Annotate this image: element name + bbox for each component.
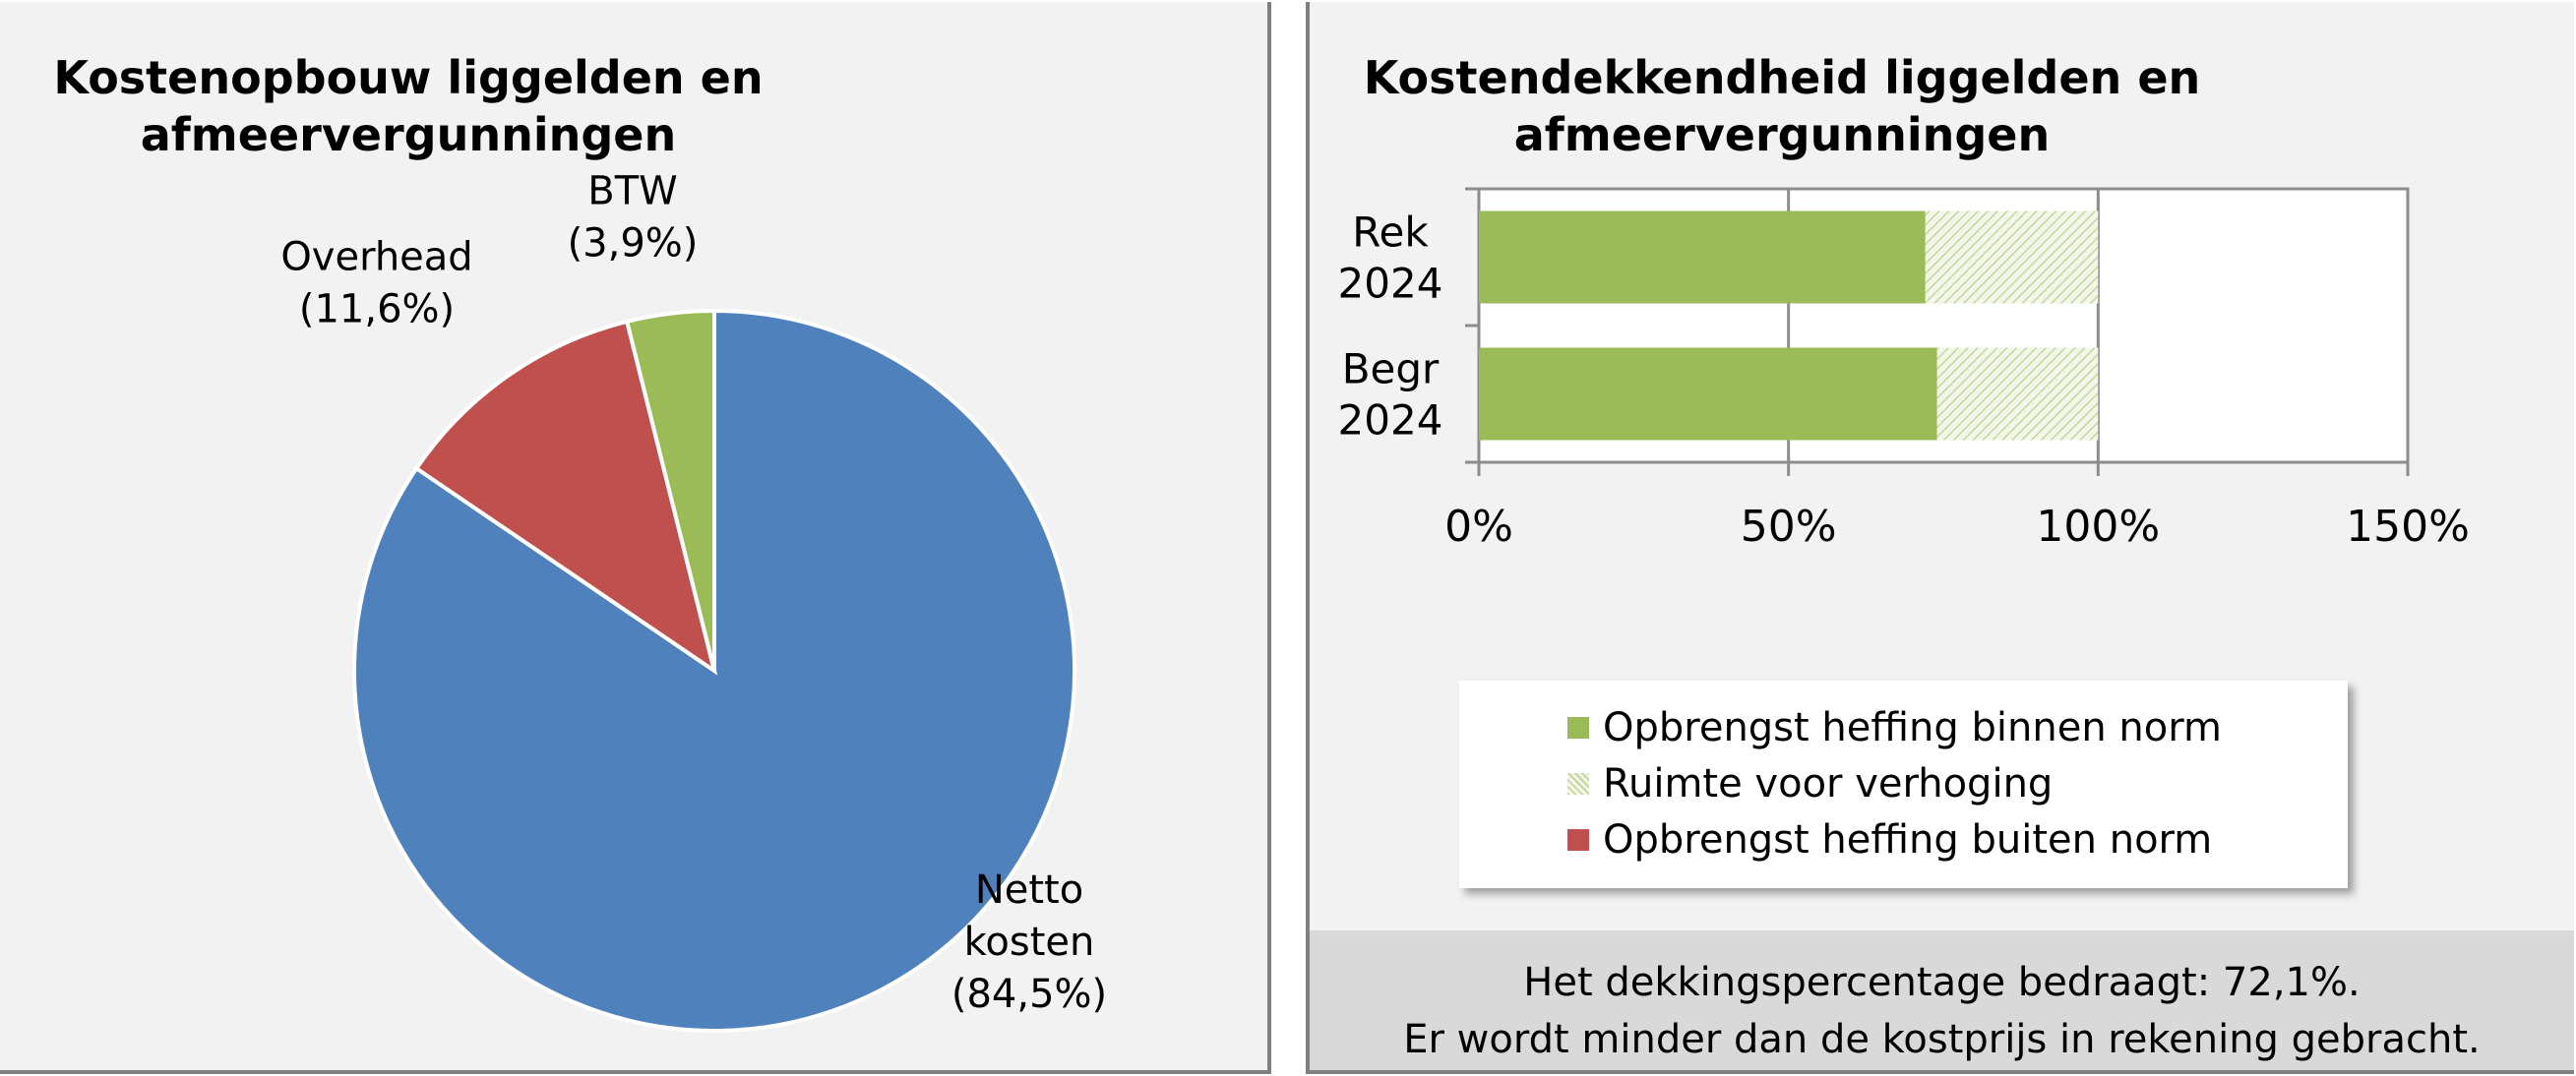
bar-title-line-2: afmeervergunningen bbox=[1513, 108, 2051, 161]
pie-title-line-2: afmeervergunningen bbox=[140, 108, 677, 161]
bar-chart-panel: Kostendekkendheid liggelden en afmeerver… bbox=[1306, 2, 2574, 1074]
bar-rek-ruimte-voor-verhoging bbox=[1925, 210, 2099, 304]
pie-label-line: Overhead bbox=[280, 235, 472, 280]
legend-item-binnen-norm: Opbrengst heffing binnen norm bbox=[1567, 703, 2222, 752]
pie-label-line: (84,5%) bbox=[951, 972, 1107, 1017]
pie-label-btw: BTW (3,9%) bbox=[568, 169, 699, 267]
x-tick-label: 150% bbox=[2346, 502, 2470, 552]
x-tick-label: 100% bbox=[2036, 502, 2160, 552]
bar-title-line-1: Kostendekkendheid liggelden en bbox=[1363, 51, 2201, 104]
bar-begr-ruimte-voor-verhoging bbox=[1936, 347, 2099, 441]
legend-swatch-buiten-norm bbox=[1567, 829, 1589, 851]
legend-swatch-ruimte bbox=[1567, 773, 1589, 795]
chart-legend: Opbrengst heffing binnen norm Ruimte voo… bbox=[1459, 681, 2348, 888]
legend-label-buiten-norm: Opbrengst heffing buiten norm bbox=[1603, 817, 2213, 863]
pie-chart: Netto kosten (84,5%) Overhead (11,6%) BTW (3,9… bbox=[280, 169, 1107, 1033]
legend-label-ruimte: Ruimte voor verhoging bbox=[1603, 761, 2054, 807]
legend-label-binnen-norm: Opbrengst heffing binnen norm bbox=[1603, 705, 2222, 750]
bar-rek-opbrengst-heffing-binnen-norm bbox=[1479, 210, 1926, 304]
y-tick-label: Begr 2024 bbox=[1338, 345, 1443, 445]
legend-item-buiten-norm: Opbrengst heffing buiten norm bbox=[1567, 815, 2212, 865]
y-tick-label-line: Begr bbox=[1342, 345, 1440, 393]
pie-label-line: (11,6%) bbox=[299, 287, 455, 332]
pie-label-netto: Netto kosten (84,5%) bbox=[951, 867, 1107, 1017]
pie-label-line: kosten bbox=[964, 920, 1095, 965]
bar-chart-title: Kostendekkendheid liggelden en afmeerver… bbox=[1349, 49, 2215, 163]
pie-title-line-1: Kostenopbouw liggelden en bbox=[53, 51, 764, 104]
y-tick-label: Rek 2024 bbox=[1338, 209, 1443, 308]
y-tick-label-line: 2024 bbox=[1338, 260, 1443, 308]
x-tick-label: 50% bbox=[1741, 502, 1837, 552]
pie-chart-panel: Kostenopbouw liggelden en afmeervergunni… bbox=[0, 2, 1271, 1074]
legend-item-ruimte: Ruimte voor verhoging bbox=[1567, 759, 2053, 808]
conclusion-box: Het dekkingspercentage bedraagt: 72,1%. … bbox=[1310, 930, 2574, 1070]
pie-slice-btw bbox=[624, 308, 716, 672]
legend-swatch-binnen-norm bbox=[1567, 717, 1589, 739]
y-tick-label-line: Rek bbox=[1352, 209, 1429, 257]
pie-label-line: (3,9%) bbox=[568, 221, 699, 267]
bar-begr-opbrengst-heffing-binnen-norm bbox=[1479, 347, 1937, 441]
pie-slice-overhead bbox=[413, 319, 718, 676]
x-tick-label: 0% bbox=[1444, 502, 1513, 552]
pie-chart-title: Kostenopbouw liggelden en afmeervergunni… bbox=[30, 49, 787, 163]
pie-label-line: BTW bbox=[587, 169, 677, 214]
pie-label-line: Netto bbox=[975, 867, 1083, 913]
conclusion-line-1: Het dekkingspercentage bedraagt: 72,1%. bbox=[1523, 960, 2361, 1005]
pie-label-overhead: Overhead (11,6%) bbox=[280, 235, 472, 332]
y-tick-label-line: 2024 bbox=[1338, 396, 1443, 445]
conclusion-line-2: Er wordt minder dan de kostprijs in reke… bbox=[1403, 1017, 2481, 1062]
